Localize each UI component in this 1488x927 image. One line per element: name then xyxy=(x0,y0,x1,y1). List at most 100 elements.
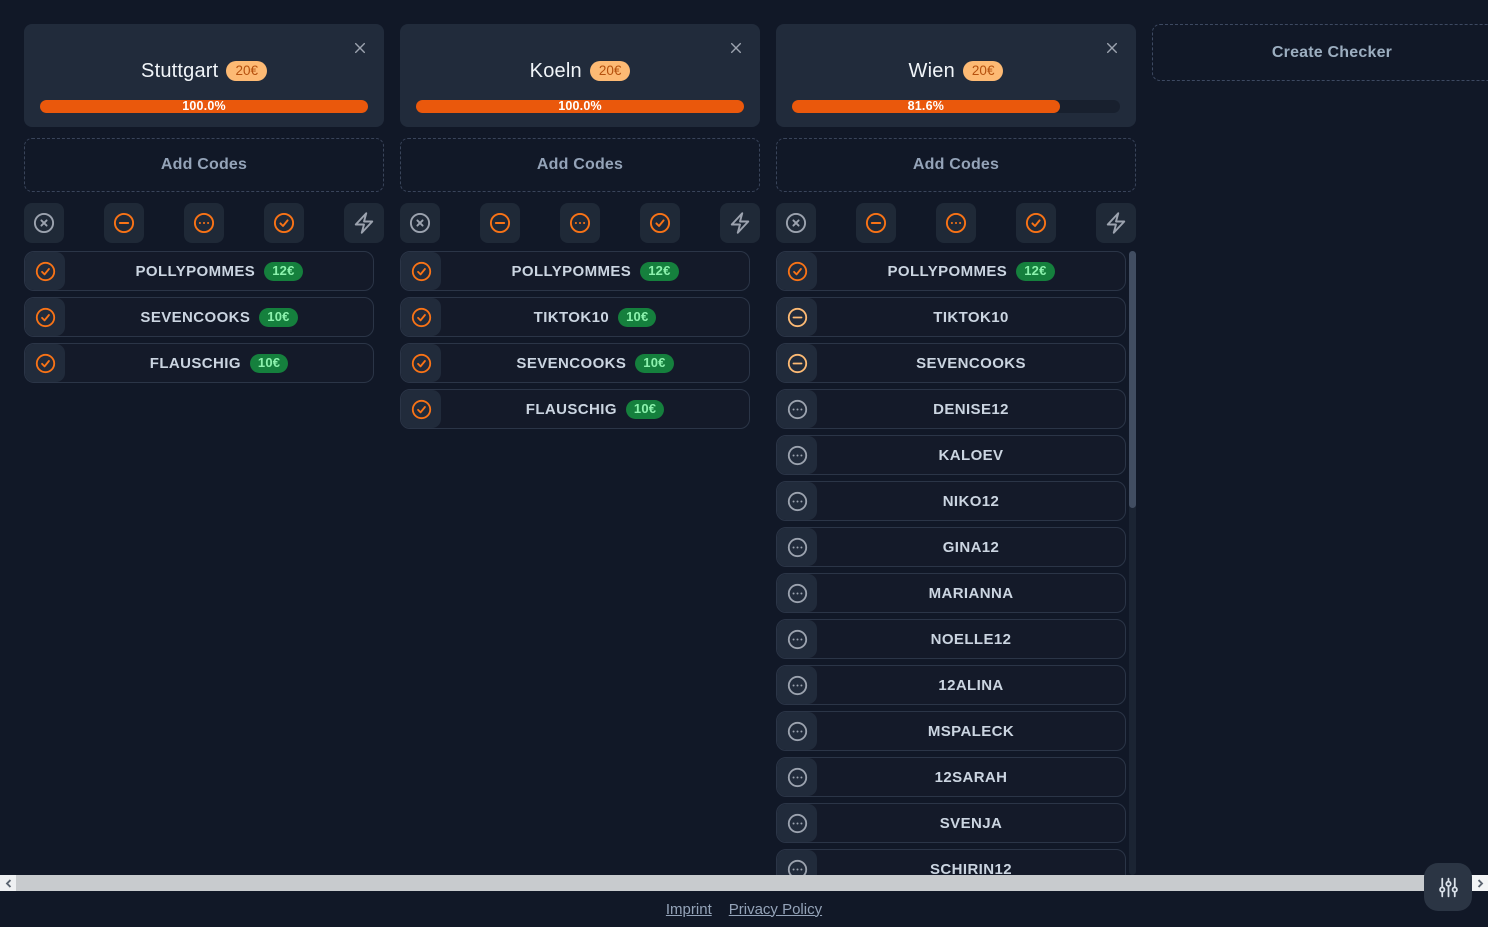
minus-circle-icon xyxy=(489,212,511,234)
code-value-badge: 10€ xyxy=(625,399,665,419)
scroll-left-button[interactable] xyxy=(0,875,16,891)
filter-valid-button[interactable] xyxy=(640,203,680,243)
run-check-button[interactable] xyxy=(720,203,760,243)
code-row[interactable]: 12ALINA xyxy=(776,665,1126,705)
checker-title-row: Stuttgart 20€ xyxy=(24,57,384,85)
filter-used-button[interactable] xyxy=(104,203,144,243)
code-name: TIKTOK10 xyxy=(533,308,610,326)
filter-valid-button[interactable] xyxy=(264,203,304,243)
progress-percent-label: 100.0% xyxy=(558,99,602,113)
code-name: SEVENCOOKS xyxy=(140,308,251,326)
code-name: 12ALINA xyxy=(938,676,1004,694)
close-checker-button[interactable] xyxy=(728,40,744,56)
run-check-button[interactable] xyxy=(344,203,384,243)
code-row[interactable]: DENISE12 xyxy=(776,389,1126,429)
code-row[interactable]: TIKTOK10 xyxy=(776,297,1126,337)
add-codes-button[interactable]: Add Codes xyxy=(400,138,760,192)
code-row[interactable]: NIKO12 xyxy=(776,481,1126,521)
filter-invalid-button[interactable] xyxy=(24,203,64,243)
code-row-body: FLAUSCHIG 10€ xyxy=(65,344,373,382)
progress-bar-fill: 81.6% xyxy=(792,100,1060,113)
ellipsis-circle-icon xyxy=(787,491,807,511)
ellipsis-circle-icon xyxy=(787,675,807,695)
code-row[interactable]: TIKTOK10 10€ xyxy=(400,297,750,337)
filter-used-button[interactable] xyxy=(480,203,520,243)
horizontal-scrollbar-thumb[interactable] xyxy=(16,875,1425,891)
run-check-button[interactable] xyxy=(1096,203,1136,243)
filter-pending-button[interactable] xyxy=(560,203,600,243)
code-name: SEVENCOOKS xyxy=(516,354,627,372)
progress-bar-fill: 100.0% xyxy=(40,100,368,113)
settings-fab-button[interactable] xyxy=(1424,863,1472,911)
ellipsis-circle-icon xyxy=(569,212,591,234)
code-list-scrollbar-track[interactable] xyxy=(1128,251,1136,875)
filter-pending-button[interactable] xyxy=(936,203,976,243)
add-codes-button[interactable]: Add Codes xyxy=(24,138,384,192)
code-row[interactable]: POLLYPOMMES 12€ xyxy=(400,251,750,291)
code-row-body: 12ALINA xyxy=(817,666,1125,704)
code-row[interactable]: SEVENCOOKS 10€ xyxy=(400,343,750,383)
code-status-valid xyxy=(25,298,65,336)
progress-bar: 100.0% xyxy=(40,100,368,113)
code-row[interactable]: SVENJA xyxy=(776,803,1126,843)
code-row-body: SEVENCOOKS 10€ xyxy=(65,298,373,336)
privacy-policy-link[interactable]: Privacy Policy xyxy=(728,900,823,918)
imprint-link[interactable]: Imprint xyxy=(665,900,712,918)
code-status-valid xyxy=(25,344,65,382)
minus-circle-icon xyxy=(787,307,807,327)
code-name: FLAUSCHIG xyxy=(525,400,617,418)
code-row[interactable]: SCHIRIN12 xyxy=(776,849,1126,876)
filter-invalid-button[interactable] xyxy=(400,203,440,243)
code-list-scrollbar-thumb[interactable] xyxy=(1128,251,1136,508)
close-checker-button[interactable] xyxy=(352,40,368,56)
code-row[interactable]: SEVENCOOKS 10€ xyxy=(24,297,374,337)
chevron-left-icon xyxy=(5,878,11,888)
x-mark-icon xyxy=(354,42,366,54)
code-row[interactable]: MARIANNA xyxy=(776,573,1126,613)
code-value-badge: 12€ xyxy=(264,261,303,281)
status-filter-toolbar xyxy=(24,203,384,243)
code-row-body: NIKO12 xyxy=(817,482,1125,520)
code-name: POLLYPOMMES xyxy=(135,262,256,280)
code-status-pending xyxy=(777,482,817,520)
code-name: 12SARAH xyxy=(934,768,1008,786)
code-row[interactable]: FLAUSCHIG 10€ xyxy=(24,343,374,383)
code-status-valid xyxy=(401,252,441,290)
checker-title: Stuttgart xyxy=(141,59,219,82)
code-row[interactable]: SEVENCOOKS xyxy=(776,343,1126,383)
code-status-used xyxy=(777,344,817,382)
checker-title: Wien xyxy=(908,59,955,82)
code-row[interactable]: NOELLE12 xyxy=(776,619,1126,659)
create-checker-button[interactable]: Create Checker xyxy=(1152,24,1488,81)
code-status-valid xyxy=(401,390,441,428)
code-status-pending xyxy=(777,436,817,474)
ellipsis-circle-icon xyxy=(787,813,807,833)
bolt-icon xyxy=(354,212,374,234)
code-row[interactable]: 12SARAH xyxy=(776,757,1126,797)
check-circle-icon xyxy=(35,353,55,373)
code-name: KALOEV xyxy=(938,446,1004,464)
code-row-body: TIKTOK10 10€ xyxy=(441,298,749,336)
horizontal-scrollbar xyxy=(0,875,1488,891)
close-checker-button[interactable] xyxy=(1104,40,1120,56)
add-codes-button[interactable]: Add Codes xyxy=(776,138,1136,192)
filter-invalid-button[interactable] xyxy=(776,203,816,243)
code-row[interactable]: POLLYPOMMES 12€ xyxy=(24,251,374,291)
filter-used-button[interactable] xyxy=(856,203,896,243)
code-status-pending xyxy=(777,850,817,876)
ellipsis-circle-icon xyxy=(945,212,967,234)
code-row[interactable]: GINA12 xyxy=(776,527,1126,567)
scroll-right-button[interactable] xyxy=(1472,875,1488,891)
filter-pending-button[interactable] xyxy=(184,203,224,243)
code-row[interactable]: MSPALECK xyxy=(776,711,1126,751)
code-value-badge: 10€ xyxy=(249,353,289,373)
ellipsis-circle-icon xyxy=(787,583,807,603)
check-circle-icon xyxy=(411,261,431,281)
code-row-body: POLLYPOMMES 12€ xyxy=(65,252,373,290)
budget-badge: 20€ xyxy=(589,61,631,81)
code-row[interactable]: FLAUSCHIG 10€ xyxy=(400,389,750,429)
budget-badge: 20€ xyxy=(226,61,267,81)
code-row[interactable]: KALOEV xyxy=(776,435,1126,475)
filter-valid-button[interactable] xyxy=(1016,203,1056,243)
code-row[interactable]: POLLYPOMMES 12€ xyxy=(776,251,1126,291)
